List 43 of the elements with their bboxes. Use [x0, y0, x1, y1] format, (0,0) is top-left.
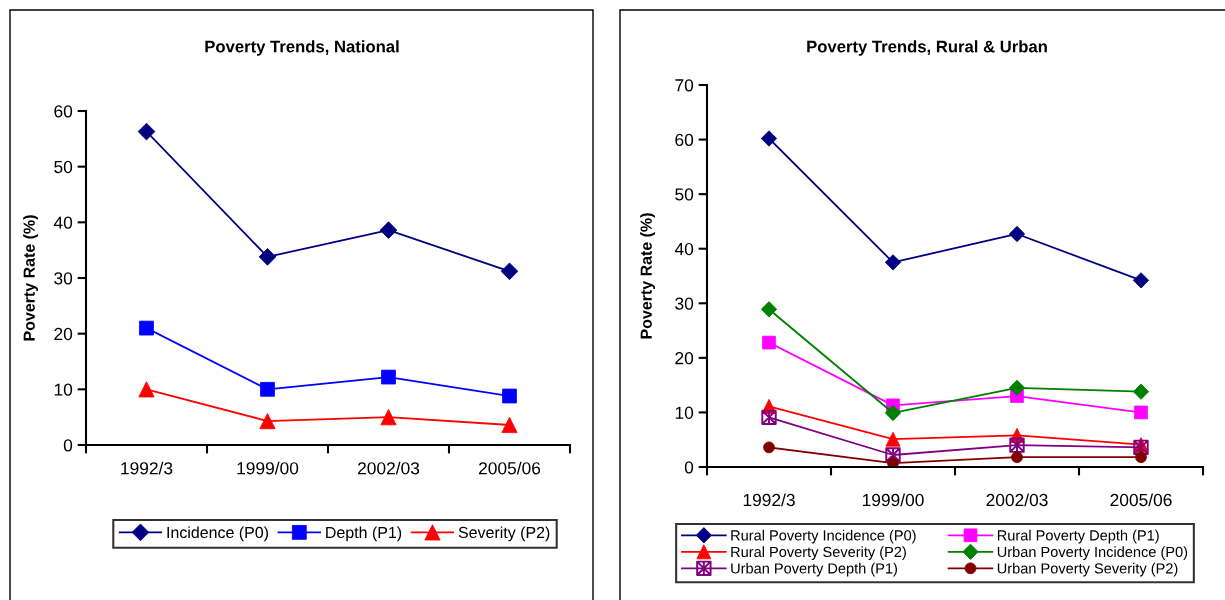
- y-tick-label: 10: [675, 406, 694, 419]
- x-tick-label: 1999/00: [862, 493, 924, 507]
- point: [761, 409, 777, 426]
- x-tick-label: 2002/03: [986, 493, 1048, 507]
- x-tick-label: 2002/03: [358, 461, 420, 475]
- y-tick-label: 30: [54, 272, 73, 285]
- y-tick-label: 0: [684, 461, 694, 474]
- legend-label: Incidence (P0): [167, 526, 268, 542]
- y-tick-label: 0: [63, 439, 73, 452]
- legend-label: Rural Poverty Severity (P2): [731, 546, 906, 560]
- y-tick-label: 50: [675, 188, 694, 201]
- legend-label: Rural Poverty Depth (P1): [997, 529, 1159, 544]
- legend-label: Depth (P1): [326, 526, 402, 542]
- y-tick-label: 10: [54, 383, 73, 396]
- legend-label: Urban Poverty Depth (P1): [731, 562, 897, 577]
- point: [885, 447, 901, 463]
- y-tick-label: 40: [53, 216, 73, 229]
- x-tick-label: 2005/06: [1110, 493, 1172, 507]
- legend-label: Urban Poverty Incidence (P0): [997, 546, 1188, 560]
- point: [1009, 437, 1025, 453]
- y-tick-label: 40: [674, 242, 694, 256]
- x-tick-label: 1992/3: [121, 461, 173, 475]
- y-axis-title: Poverty Rate (%): [640, 213, 655, 339]
- point: [1132, 272, 1150, 289]
- chart-title: Poverty Trends, National: [205, 40, 399, 56]
- y-axis-title: Poverty Rate (%): [23, 215, 38, 341]
- x-tick-label: 1999/00: [237, 461, 299, 475]
- x-tick-label: 2005/06: [479, 461, 541, 475]
- legend-label: Urban Poverty Severity (P2): [997, 562, 1178, 577]
- chart-title: Poverty Trends, Rural & Urban: [807, 40, 1047, 56]
- legend-label: Severity (P2): [458, 526, 550, 542]
- y-tick-label: 60: [54, 105, 73, 118]
- point: [137, 122, 156, 141]
- y-tick-label: 50: [54, 160, 73, 174]
- y-tick-label: 60: [675, 133, 694, 147]
- y-tick-label: 20: [54, 327, 73, 341]
- point: [500, 262, 519, 281]
- y-tick-label: 70: [675, 79, 694, 92]
- y-tick-label: 20: [675, 352, 694, 365]
- point: [884, 254, 902, 271]
- legend-label: Rural Poverty Incidence (P0): [731, 529, 916, 544]
- y-tick-label: 30: [675, 297, 694, 310]
- x-tick-label: 1992/3: [743, 493, 795, 507]
